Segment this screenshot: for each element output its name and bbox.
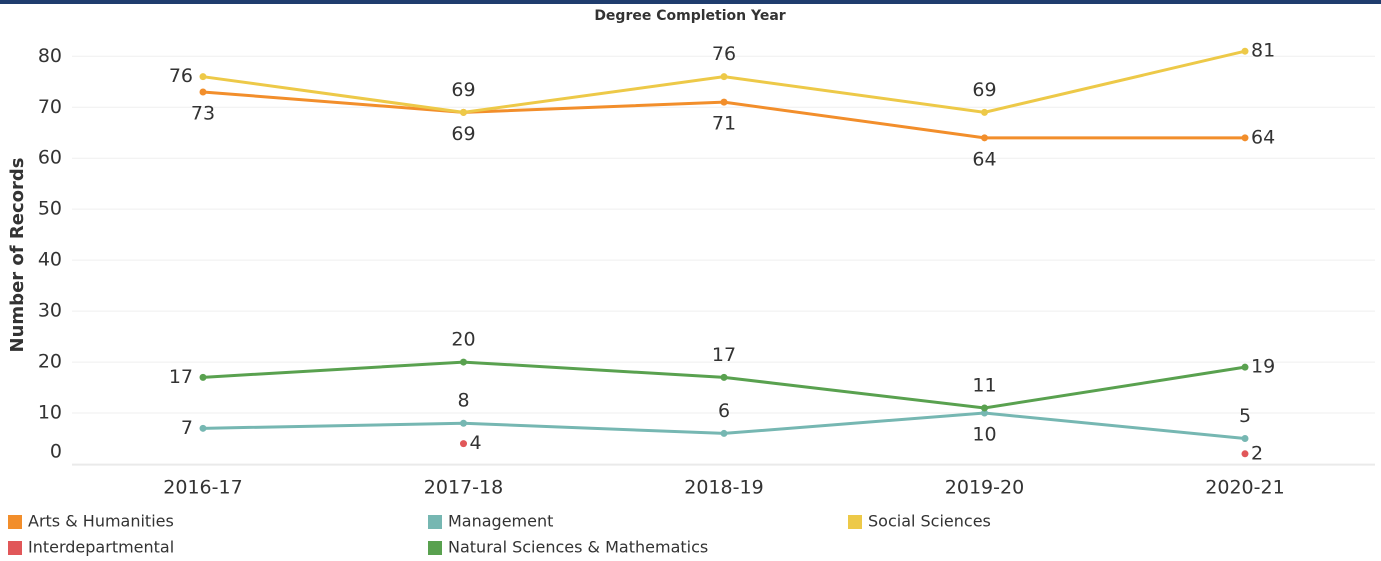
data-label: 76 — [169, 65, 193, 87]
data-point — [199, 73, 207, 81]
data-label: 64 — [1251, 126, 1275, 148]
legend-swatch — [428, 515, 442, 529]
data-point — [460, 108, 467, 116]
data-label: 4 — [470, 432, 482, 454]
data-point — [1241, 435, 1249, 443]
data-label: 71 — [712, 113, 736, 135]
data-label: 81 — [1251, 40, 1275, 62]
data-label: 76 — [712, 43, 736, 65]
data-label: 17 — [712, 344, 736, 366]
data-point — [720, 98, 728, 106]
y-axis-title: Number of Records — [7, 158, 28, 353]
y-tick-label: 0 — [50, 441, 62, 463]
x-tick-label: 2016-17 — [163, 477, 242, 499]
data-label: 17 — [169, 366, 193, 388]
data-point — [199, 88, 207, 96]
data-label: 19 — [1251, 356, 1275, 378]
legend-label: Management — [448, 512, 553, 531]
data-point — [1241, 363, 1249, 371]
y-tick-label: 40 — [38, 249, 62, 271]
chart-title: Degree Completion Year — [594, 8, 785, 24]
data-label: 7 — [181, 417, 193, 439]
legend-swatch — [8, 515, 22, 529]
data-point — [981, 108, 988, 116]
data-point — [981, 134, 988, 142]
legend-label: Natural Sciences & Mathematics — [448, 538, 708, 557]
y-tick-label: 20 — [38, 351, 62, 373]
data-label: 69 — [451, 123, 475, 145]
data-point — [199, 373, 207, 381]
data-label: 69 — [972, 79, 996, 101]
x-tick-label: 2020-21 — [1205, 477, 1284, 499]
y-tick-label: 10 — [38, 402, 62, 424]
data-label: 64 — [972, 148, 996, 170]
x-tick-label: 2019-20 — [945, 477, 1024, 499]
x-tick-label: 2017-18 — [424, 477, 503, 499]
y-tick-label: 30 — [38, 300, 62, 322]
data-point — [720, 373, 728, 381]
legend-label: Arts & Humanities — [28, 512, 174, 531]
data-label: 10 — [972, 424, 996, 446]
data-label: 8 — [457, 390, 469, 412]
legend-swatch — [8, 541, 22, 555]
data-label: 5 — [1239, 405, 1251, 427]
y-tick-label: 50 — [38, 198, 62, 220]
data-point — [981, 404, 988, 412]
y-tick-label: 70 — [38, 96, 62, 118]
data-label: 6 — [718, 400, 730, 422]
data-point — [981, 409, 988, 417]
data-label: 2 — [1251, 442, 1263, 464]
data-point — [460, 358, 467, 366]
data-point — [720, 429, 728, 437]
data-point — [1241, 134, 1249, 142]
data-label: 11 — [972, 374, 996, 396]
legend-label: Interdepartmental — [28, 538, 174, 557]
data-point — [460, 440, 467, 448]
legend-swatch — [428, 541, 442, 555]
y-tick-label: 60 — [38, 147, 62, 169]
legend-label: Social Sciences — [868, 512, 991, 531]
data-point — [199, 424, 207, 432]
data-point — [720, 73, 728, 81]
data-point — [1241, 47, 1249, 55]
data-label: 20 — [451, 329, 475, 351]
data-point — [460, 419, 467, 427]
y-tick-label: 80 — [38, 45, 62, 67]
data-label: 73 — [191, 102, 215, 124]
x-tick-label: 2018-19 — [684, 477, 763, 499]
data-label: 69 — [451, 79, 475, 101]
top-bar — [0, 0, 1381, 4]
legend-swatch — [848, 515, 862, 529]
data-point — [1241, 450, 1249, 458]
